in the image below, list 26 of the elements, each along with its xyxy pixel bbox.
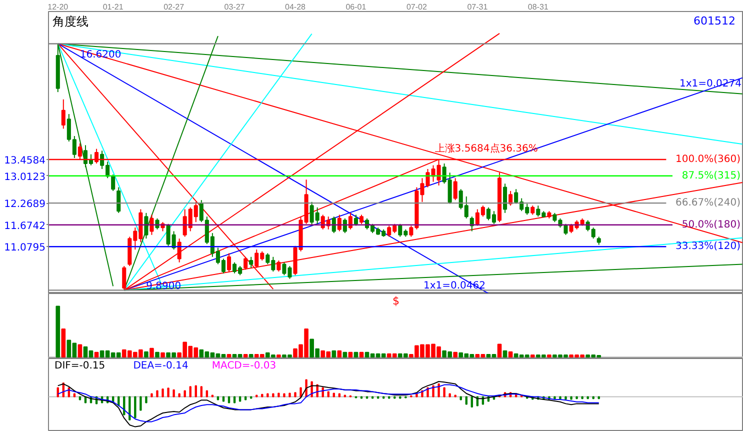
ref-line-label: 50.0%(180) [682,219,741,230]
y-tick-label: 13.0123 [4,172,46,183]
series-label: DIF=-0.15 [54,360,106,372]
ref-line-label: 66.67%(240) [675,198,741,209]
text: DEA=-0.14 [133,360,188,372]
y-tick-label: 11.0795 [4,242,46,254]
y-tick-label: 13.4584 [4,156,46,167]
ref-line-label: 100.0%(360) [675,154,741,166]
chart-subtitle: 601512 [694,14,736,28]
y-tick-label: 12.2689 [4,199,46,210]
x-tick-label: 08-31 [528,2,549,12]
x-tick-label: 12-20 [48,2,69,12]
x-tick-label: 07-31 [467,2,488,12]
x-tick-label: 02-27 [164,2,185,12]
y-tick-label: 11.6742 [4,220,46,232]
annotation: $ [392,294,400,308]
chart-title: 角度线 [52,14,88,28]
ref-line-label: 87.5%(315) [682,170,741,182]
x-tick-label: 07-02 [406,2,428,12]
annotation: 上涨3.5684点36.36% [434,142,538,154]
x-tick-label: 03-27 [224,2,246,12]
ref-line-label: 33.33%(120) [675,241,741,252]
x-tick-label: 06-01 [346,2,367,12]
series-label: MACD=-0.03 [212,360,276,372]
x-tick-label: 04-28 [285,2,306,12]
x-tick-label: 01-21 [102,2,124,12]
